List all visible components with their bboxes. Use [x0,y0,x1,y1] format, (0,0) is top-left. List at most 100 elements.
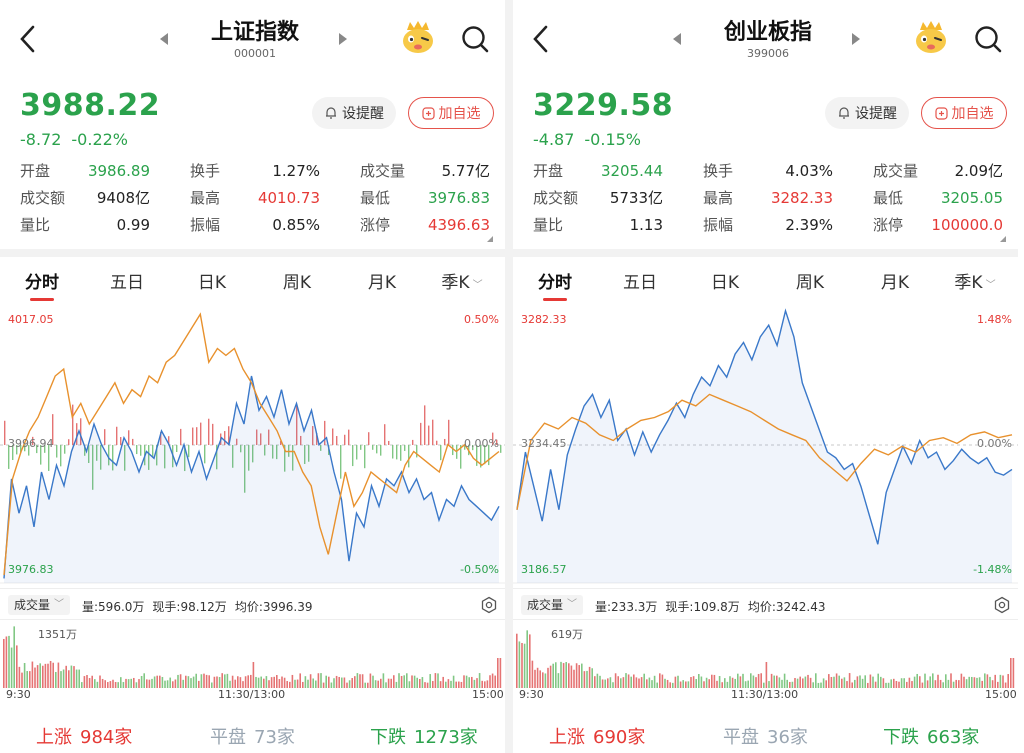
volume-bar-up [174,679,177,688]
momentum-bar-down [408,445,410,468]
settings-icon[interactable] [993,596,1011,614]
stat-label: 成交额 [20,189,66,207]
prev-index-icon[interactable] [671,32,683,46]
volume-bar-up [133,677,135,688]
volume-bar-up [614,673,617,688]
momentum-bar-down [272,445,274,459]
stat-value: 5.77亿 [441,162,490,180]
chevron-down-icon: ﹀ [472,280,483,291]
top-bar: 创业板指 399006 [513,0,1018,80]
volume-selector[interactable]: 成交量 ﹀ [8,595,71,615]
momentum-bar-down [292,445,294,471]
unchanged-count: 73家 [254,727,295,748]
volume-bar-down [604,679,606,688]
stat-open: 开盘 3986.89 [20,160,150,182]
momentum-bar-up [368,432,370,445]
stat-label: 量比 [20,216,51,234]
tab-weekly-k[interactable]: 周K [282,273,312,293]
average-price: 均价:3242.43 [747,600,826,614]
tab-daily-k[interactable]: 日K [710,273,740,293]
expand-stats-icon[interactable] [487,236,493,242]
volume-bar-up [950,673,952,688]
volume-bar-down [612,682,614,688]
intraday-chart[interactable] [0,305,505,585]
change-percent: -0.22% [71,130,129,149]
stat-value: 1.13 [629,216,663,234]
momentum-bar-down [320,445,322,451]
stat-label: 最低 [873,189,904,207]
next-index-icon[interactable] [337,32,349,46]
volume-bar-up [573,669,575,688]
next-index-icon[interactable] [850,32,862,46]
volume-bar-up [607,678,609,688]
volume-bar-up [317,673,320,688]
add-watchlist-button[interactable]: 加自选 [921,97,1007,129]
stat-label: 开盘 [20,162,51,180]
volume-bar-up [846,681,848,688]
settings-icon[interactable] [480,596,498,614]
volume-bar-up [146,679,148,688]
volume-bar-down [648,677,651,688]
volume-bar-down [677,675,679,688]
volume-bar-down [872,676,874,688]
volume-bar-up [156,675,158,688]
momentum-bar-up [316,433,318,445]
momentum-bar-up [104,429,106,445]
tab-five-day[interactable]: 五日 [623,273,657,293]
volume-bar-down [978,677,981,688]
back-arrow-icon[interactable] [527,22,555,56]
volume-info: 量:596.0万 现手:98.12万 均价:3996.39 [82,598,320,615]
momentum-bar-up [428,425,430,445]
stat-volume: 成交量 5.77亿 [360,160,490,182]
volume-bar-up [47,663,49,688]
volume-bar-up [208,675,210,688]
volume-bar-up [18,666,21,688]
volume-chart[interactable] [0,622,505,688]
tab-five-day[interactable]: 五日 [110,273,144,293]
volume-selector[interactable]: 成交量 ﹀ [521,595,584,615]
volume-bar-down [609,677,612,688]
momentum-bar-up [296,404,298,445]
set-alert-button[interactable]: 设提醒 [825,97,909,129]
volume-bar-up [494,675,496,688]
volume-bar-up [455,681,457,688]
volume-bar-down [932,673,934,688]
search-icon[interactable] [973,24,1003,54]
volume-bar-up [882,678,885,688]
tab-quarterly-k[interactable]: 季K ﹀ [945,268,1005,293]
momentum-bar-up [196,427,198,445]
tab-daily-k[interactable]: 日K [197,273,227,293]
volume-chart[interactable] [513,622,1018,688]
prev-index-icon[interactable] [158,32,170,46]
volume-bar-down [877,673,879,688]
momentum-bar-down [264,445,266,456]
volume-bar-down [651,680,653,688]
intraday-chart[interactable] [513,305,1018,585]
back-arrow-icon[interactable] [14,22,42,56]
volume-bar-down [195,673,197,688]
tab-monthly-k[interactable]: 月K [367,273,397,293]
tab-quarterly-k[interactable]: 季K ﹀ [432,268,492,293]
add-watchlist-button[interactable]: 加自选 [408,97,494,129]
expand-stats-icon[interactable] [1000,236,1006,242]
volume-bar-up [711,674,713,688]
volume-bar-down [372,675,374,688]
tab-monthly-k[interactable]: 月K [880,273,910,293]
volume-bar-down [229,680,231,688]
mascot-icon[interactable] [913,20,949,56]
set-alert-button[interactable]: 设提醒 [312,97,396,129]
tab-weekly-k[interactable]: 周K [795,273,825,293]
momentum-bar-down [164,445,166,469]
volume-bar-up [646,679,648,688]
momentum-bar-up [224,431,226,445]
volume-bar-down [744,681,747,688]
volume-bar-up [703,681,705,688]
mascot-icon[interactable] [400,20,436,56]
momentum-bar-up [132,438,134,445]
volume-bar-down [398,673,400,688]
tab-intraday[interactable]: 分时 [538,273,572,293]
volume-bar-up [263,678,265,688]
search-icon[interactable] [460,24,490,54]
tab-intraday[interactable]: 分时 [25,273,59,293]
momentum-bar-down [8,445,10,469]
